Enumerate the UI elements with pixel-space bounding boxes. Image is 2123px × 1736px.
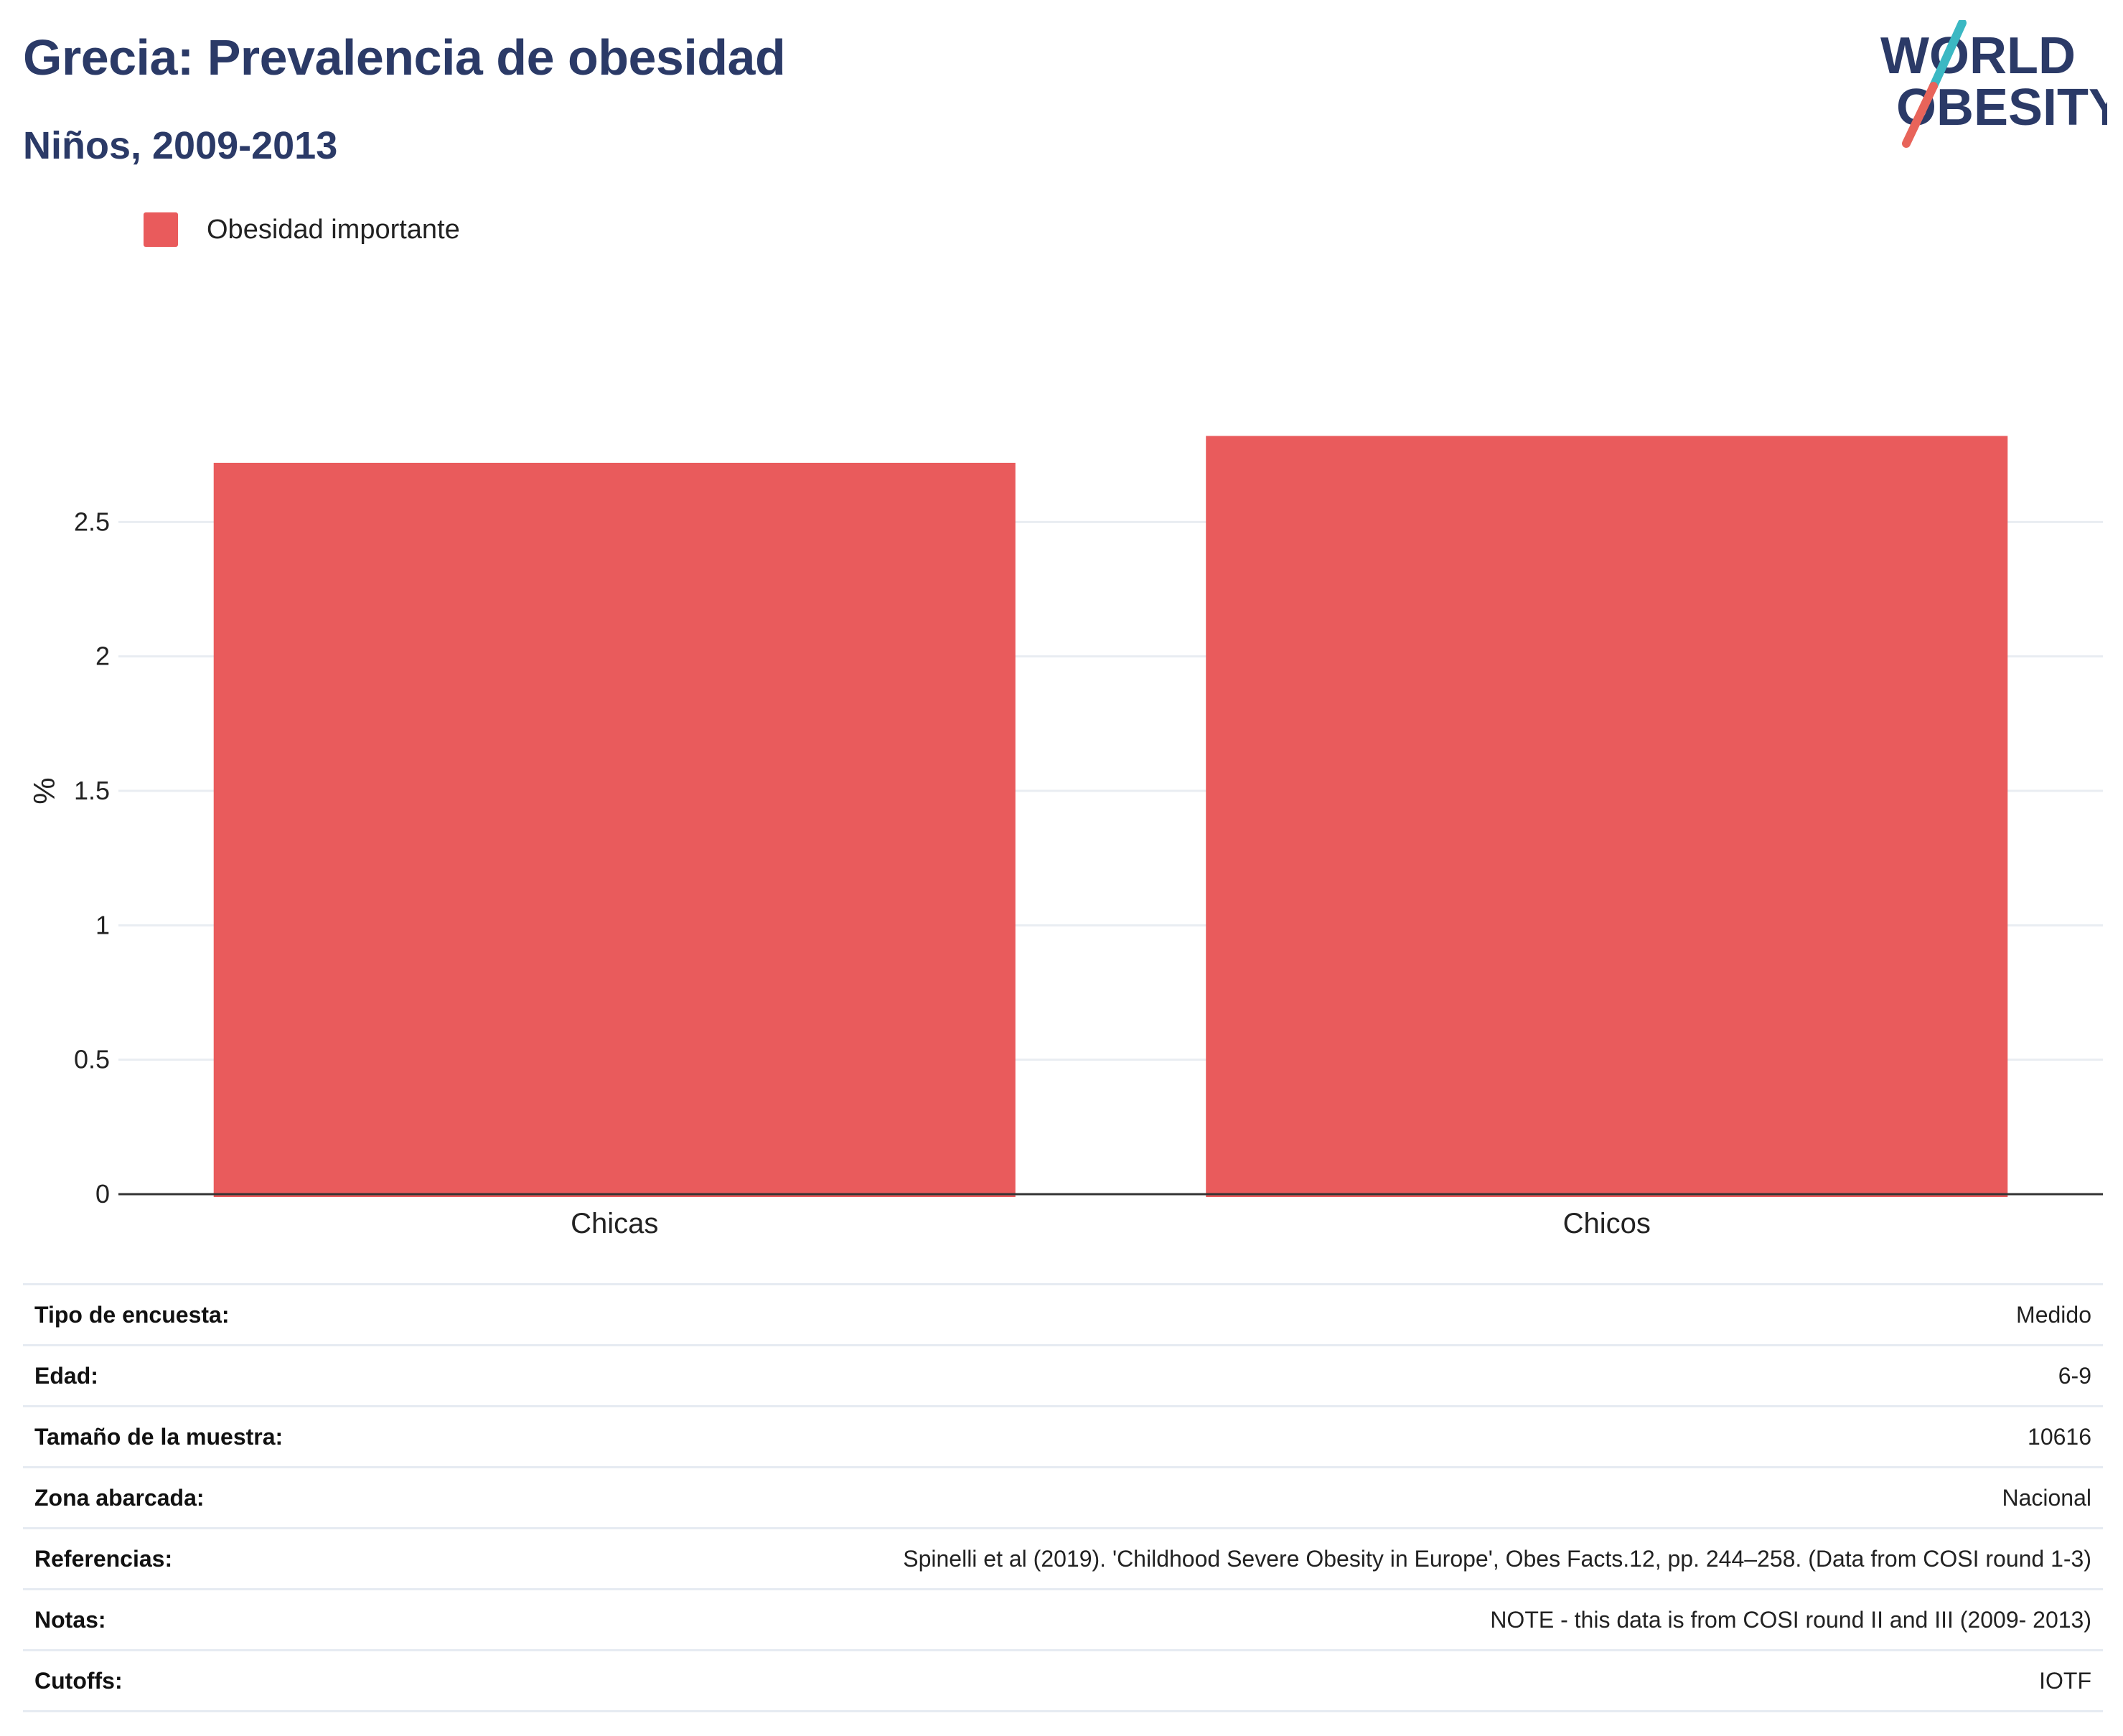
details-value: 6-9: [403, 1345, 2103, 1407]
world-obesity-logo: WORLD OBESITY: [1880, 20, 2107, 148]
details-value: Spinelli et al (2019). 'Childhood Severe…: [403, 1528, 2103, 1590]
y-tick-label: 0: [95, 1179, 110, 1209]
details-key: Cutoffs:: [23, 1650, 404, 1712]
details-key: Tipo de encuesta:: [23, 1283, 404, 1346]
y-axis-label: %: [27, 777, 61, 804]
y-tick-labels: 0 0.5 1 1.5 2 2.5: [74, 507, 110, 1209]
bars: [213, 436, 2008, 1198]
chart-title: Grecia: Prevalencia de obesidad: [23, 29, 786, 85]
details-key: Zona abarcada:: [23, 1467, 404, 1529]
logo-word-world: WORLD: [1880, 27, 2076, 85]
bar-chicos[interactable]: [1206, 436, 2008, 1198]
x-tick-label: Chicas: [571, 1208, 658, 1239]
details-key: Edad:: [23, 1345, 404, 1407]
details-row: Referencias: Spinelli et al (2019). 'Chil…: [23, 1528, 2103, 1590]
y-tick-label: 1: [95, 910, 110, 939]
chart-legend[interactable]: Obesidad importante: [144, 212, 460, 247]
details-row: Tamaño de la muestra: 10616: [23, 1406, 2103, 1468]
details-value: IOTF: [403, 1650, 2103, 1712]
details-key: Tamaño de la muestra:: [23, 1406, 404, 1468]
details-row: Tipo de encuesta: Medido: [23, 1283, 2103, 1346]
x-tick-label: Chicos: [1563, 1208, 1651, 1239]
details-value: Medido: [403, 1283, 2103, 1346]
x-tick-labels: Chicas Chicos: [571, 1208, 1651, 1239]
details-value: 10616: [403, 1406, 2103, 1468]
details-key: Notas:: [23, 1589, 404, 1651]
y-tick-label: 1.5: [74, 776, 110, 805]
bar-chart: 0 0.5 1 1.5 2 2.5 Chicas Chicos %: [27, 436, 2103, 1239]
logo-slash-bottom: [1902, 82, 1938, 148]
details-value: Nacional: [403, 1467, 2103, 1529]
details-value: NOTE - this data is from COSI round II a…: [403, 1589, 2103, 1651]
details-key: Referencias:: [23, 1528, 404, 1590]
y-tick-label: 0.5: [74, 1045, 110, 1074]
chart-subtitle: Niños, 2009-2013: [23, 124, 338, 167]
details-row: Zona abarcada: Nacional: [23, 1467, 2103, 1529]
bar-chicas[interactable]: [213, 462, 1016, 1197]
logo-slash-top: [1929, 20, 1967, 90]
y-tick-label: 2.5: [74, 507, 110, 536]
legend-swatch: [144, 212, 178, 247]
details-row: Edad: 6-9: [23, 1345, 2103, 1407]
legend-label: Obesidad importante: [207, 214, 460, 245]
survey-details-table: Tipo de encuesta: Medido Edad: 6-9 Tamaño de…: [23, 1283, 2103, 1712]
y-tick-label: 2: [95, 642, 110, 671]
details-row: Cutoffs: IOTF: [23, 1650, 2103, 1712]
details-row: Notas: NOTE - this data is from COSI roun…: [23, 1589, 2103, 1651]
